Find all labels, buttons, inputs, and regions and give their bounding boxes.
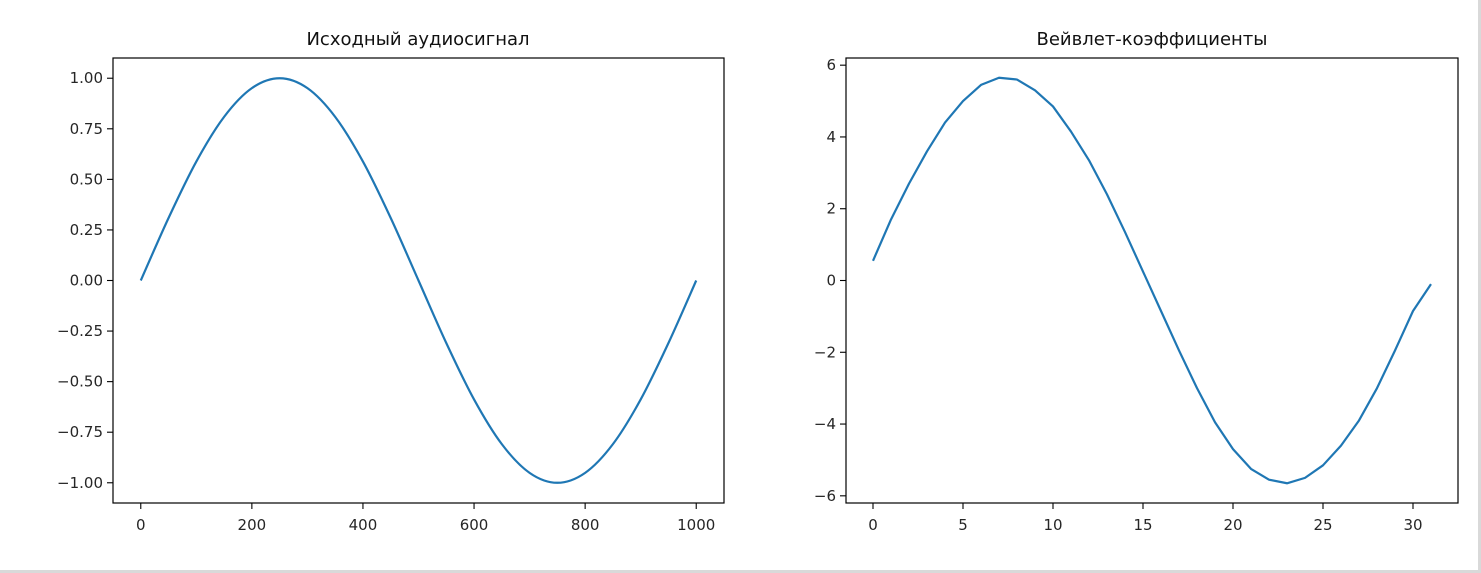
axes-frame [845, 57, 1459, 504]
y-axis: 1.00 0.75 0.50 0.25 0.00 −0.25 −0.50 −0.75 −1.00 [57, 69, 113, 492]
y-tick-label: −0.75 [57, 423, 103, 441]
y-tick-label: 0.25 [70, 221, 103, 239]
x-tick-label: 0 [136, 516, 146, 534]
y-tick-label: 6 [826, 56, 836, 74]
x-tick-label: 30 [1403, 516, 1422, 534]
x-tick-label: 10 [1043, 516, 1062, 534]
x-tick-label: 1000 [677, 516, 715, 534]
series-line [139, 77, 698, 484]
chart-title: Исходный аудиосигнал [306, 29, 529, 50]
chart-title: Вейвлет-коэффициенты [1036, 29, 1267, 50]
x-tick-label: 0 [868, 516, 878, 534]
y-tick-label: 0 [826, 272, 836, 290]
x-tick-label: 5 [958, 516, 968, 534]
x-axis: 0 200 400 600 800 1000 [136, 503, 715, 534]
window-border-right [1478, 0, 1481, 573]
x-tick-label: 600 [460, 516, 489, 534]
x-tick-label: 25 [1313, 516, 1332, 534]
y-tick-label: 1.00 [70, 69, 103, 87]
x-tick-label: 400 [349, 516, 378, 534]
x-tick-label: 15 [1133, 516, 1152, 534]
x-axis: 0 5 10 15 20 25 30 [868, 503, 1423, 534]
y-tick-label: −4 [814, 415, 836, 433]
x-tick-label: 20 [1223, 516, 1242, 534]
y-tick-label: 0.50 [70, 170, 103, 188]
y-tick-label: 0.75 [70, 120, 103, 138]
series-line [871, 76, 1432, 485]
chart-wavelet-coefficients: Вейвлет-коэффициенты 0 5 10 15 20 25 30 6420−2… [814, 29, 1459, 534]
y-tick-label: −6 [814, 487, 836, 505]
chart-audio-signal: Исходный аудиосигнал 0 200 400 600 800 1000 1… [57, 29, 725, 534]
y-tick-label: 0.00 [70, 272, 103, 290]
x-tick-label: 800 [571, 516, 600, 534]
y-axis: 6 4 2 0 −2 −4 −6 [814, 56, 846, 505]
y-tick-label: 2 [826, 200, 836, 218]
y-tick-label: 4 [826, 128, 836, 146]
window-border-bottom [0, 570, 1481, 573]
y-tick-label: −1.00 [57, 474, 103, 492]
y-tick-label: −2 [814, 343, 836, 361]
y-tick-label: −0.25 [57, 322, 103, 340]
y-tick-label: −0.50 [57, 373, 103, 391]
axes-frame [112, 57, 725, 504]
x-tick-label: 200 [238, 516, 267, 534]
